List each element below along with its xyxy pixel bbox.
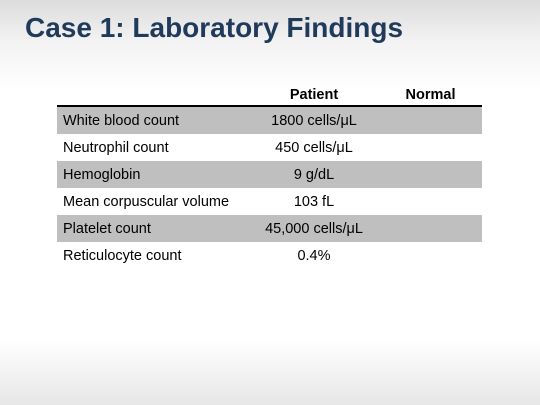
table-header-row: Patient Normal — [57, 85, 482, 106]
table-row: Neutrophil count 450 cells/μL — [57, 134, 482, 161]
test-name-cell: Reticulocyte count — [63, 247, 182, 264]
test-name-cell: Mean corpuscular volume — [63, 193, 230, 210]
patient-value-cell: 45,000 cells/μL — [265, 220, 363, 237]
test-name-cell: Neutrophil count — [63, 139, 169, 156]
table-row: Reticulocyte count 0.4% — [57, 242, 482, 269]
patient-value-cell: 450 cells/μL — [275, 139, 353, 156]
table-row: Platelet count 45,000 cells/μL — [57, 215, 482, 242]
slide-title: Case 1: Laboratory Findings — [25, 12, 404, 43]
table-row: Mean corpuscular volume 103 fL — [57, 188, 482, 215]
test-name-cell: Platelet count — [63, 220, 151, 237]
header-test — [57, 85, 249, 106]
patient-value-cell: 103 fL — [293, 193, 335, 210]
normal-value-cell — [379, 106, 482, 134]
test-name-cell: White blood count — [63, 112, 180, 129]
normal-value-cell — [379, 242, 482, 269]
test-name-cell: Hemoglobin — [63, 166, 141, 183]
normal-value-cell — [379, 161, 482, 188]
lab-findings-table: Patient Normal White blood count 1800 ce… — [57, 85, 482, 269]
normal-value-cell — [379, 215, 482, 242]
header-normal: Normal — [405, 87, 456, 103]
normal-value-cell — [379, 188, 482, 215]
normal-value-cell — [379, 134, 482, 161]
patient-value-cell: 1800 cells/μL — [271, 112, 357, 129]
table-row: Hemoglobin 9 g/dL — [57, 161, 482, 188]
patient-value-cell: 9 g/dL — [293, 166, 335, 183]
patient-value-cell: 0.4% — [297, 247, 331, 264]
table-row: White blood count 1800 cells/μL — [57, 106, 482, 134]
header-patient: Patient — [289, 87, 339, 103]
